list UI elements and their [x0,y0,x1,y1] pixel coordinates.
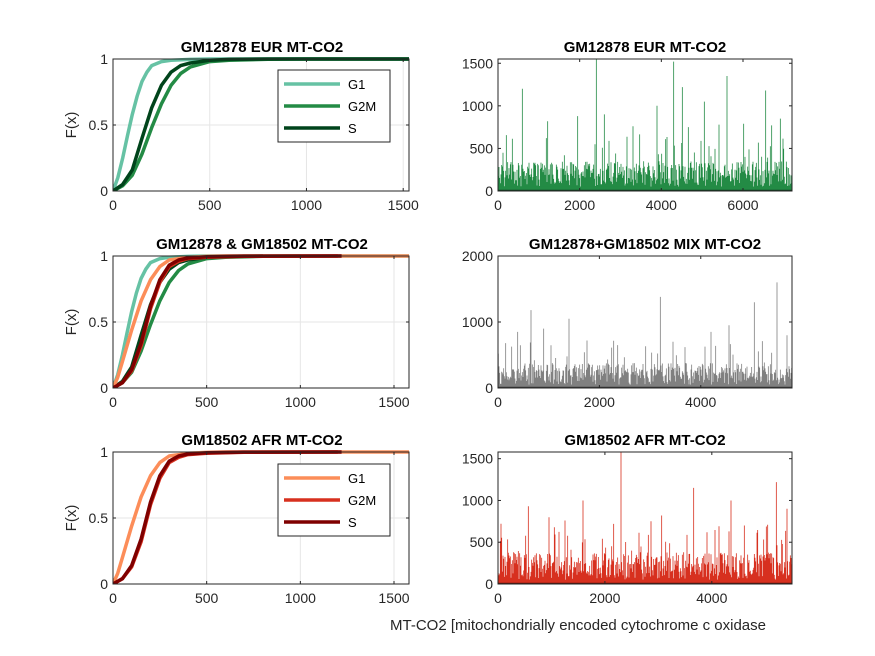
y-axis-label: F(x) [63,505,80,532]
legend-label-s: S [348,121,357,136]
x-tick-label: 1000 [285,590,316,606]
y-tick-label: 0 [485,183,493,199]
x-tick-label: 1500 [378,394,409,410]
series-line-5 [113,254,342,388]
x-tick-label: 1000 [285,394,316,410]
x-tick-label: 500 [195,394,219,410]
axes-frame [497,451,793,585]
bar-baseline-fill [498,384,792,388]
y-tick-label: 1000 [462,492,493,508]
y-tick-label: 0 [485,576,493,592]
legend-label-g2m: G2M [348,99,376,114]
x-tick-label: 0 [109,197,117,213]
x-tick-label: 2000 [584,394,615,410]
x-tick-label: 2000 [589,590,620,606]
y-tick-label: 1 [100,248,108,264]
x-tick-label: 2000 [564,197,595,213]
legend-label-g2m: G2M [348,493,376,508]
bar-baseline-fill [498,579,792,584]
legend-label-g1: G1 [348,77,365,92]
chart-title: GM18502 AFR MT-CO2 [564,432,725,449]
y-tick-label: 500 [470,140,494,156]
shared-x-axis-label: MT-CO2 [mitochondrially encoded cytochro… [390,617,766,634]
series-line-s [113,450,342,584]
legend-label-s: S [348,515,357,530]
y-tick-label: 0 [100,576,108,592]
y-tick-label: 0.5 [89,510,109,526]
cdf-panel-gm18502: GM18502 AFR MT-CO2 F(x) 0 500 1000 1500 0 0.5… [63,432,410,606]
legend-label-g1: G1 [348,471,365,486]
plot-area [498,59,792,191]
legend: G1 G2M S [277,69,391,143]
cdf-panel-combined: GM12878 & GM18502 MT-CO2 F(x) 0 500 1000 15… [63,236,410,410]
y-tick-label: 2000 [462,248,493,264]
plot-area [498,452,792,584]
bar-panel-gm18502: GM18502 AFR MT-CO2 0 2000 4000 0 500 1000 1500 [462,432,793,606]
y-tick-label: 1000 [462,314,493,330]
y-axis-label: F(x) [63,309,80,336]
y-tick-label: 1000 [462,98,493,114]
y-tick-label: 1 [100,51,108,67]
x-tick-label: 4000 [696,590,727,606]
x-tick-label: 500 [198,197,222,213]
chart-title: GM12878 & GM18502 MT-CO2 [156,236,368,253]
x-tick-label: 0 [494,394,502,410]
chart-title: GM12878 EUR MT-CO2 [181,39,344,56]
x-tick-label: 1000 [291,197,322,213]
x-tick-label: 500 [195,590,219,606]
x-tick-label: 0 [494,590,502,606]
x-tick-label: 0 [494,197,502,213]
chart-title: GM18502 AFR MT-CO2 [181,432,342,449]
bar-panel-mix: GM12878+GM18502 MIX MT-CO2 0 2000 4000 0 100… [462,236,793,410]
bar-baseline-fill [498,186,792,191]
x-tick-label: 4000 [685,394,716,410]
y-tick-label: 0 [100,183,108,199]
chart-title: GM12878 EUR MT-CO2 [564,39,727,56]
y-tick-label: 1500 [462,55,493,71]
y-tick-label: 0.5 [89,314,109,330]
cdf-panel-gm12878: GM12878 EUR MT-CO2 F(x) 0 500 1000 1500 0 0.5… [63,39,419,213]
y-tick-label: 1500 [462,451,493,467]
plot-area [498,256,792,388]
y-tick-label: 500 [470,534,494,550]
x-tick-label: 0 [109,394,117,410]
y-tick-label: 0.5 [89,117,109,133]
x-tick-label: 1500 [378,590,409,606]
x-tick-label: 1500 [388,197,419,213]
y-tick-label: 0 [100,380,108,396]
x-tick-label: 0 [109,590,117,606]
bar-panel-gm12878: GM12878 EUR MT-CO2 0 2000 4000 6000 0 500 1000… [462,39,793,213]
legend: G1 G2M S [277,463,391,537]
y-tick-label: 0 [485,380,493,396]
y-axis-label: F(x) [63,112,80,139]
x-tick-label: 4000 [646,197,677,213]
x-tick-label: 6000 [727,197,758,213]
y-tick-label: 1 [100,444,108,460]
chart-title: GM12878+GM18502 MIX MT-CO2 [529,236,761,253]
axes-frame [497,58,793,192]
